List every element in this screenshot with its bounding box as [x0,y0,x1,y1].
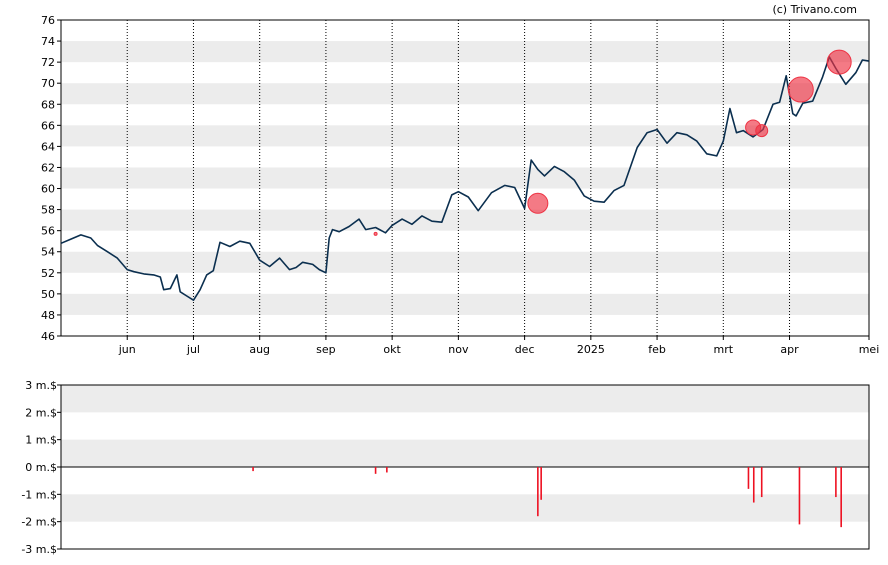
volume-bar [752,467,755,503]
price-grid-band [61,83,869,105]
volume-y-tick-label: 1 m.$ [25,434,57,447]
price-y-tick-label: 70 [41,77,55,90]
credit-label: (c) Trivano.com [772,3,857,16]
price-grid-band [61,41,869,63]
price-grid-band [61,167,869,189]
volume-y-tick-label: 3 m.$ [25,379,57,392]
price-x-tick-label: jul [186,343,200,356]
transaction-marker [826,49,852,75]
price-y-tick-label: 50 [41,288,55,301]
price-x-tick-label: sep [316,343,335,356]
volume-bar [835,467,837,498]
price-y-tick-label: 56 [41,225,55,238]
price-y-tick-label: 48 [41,309,55,322]
transaction-marker [373,231,378,236]
volume-grid-band [61,439,869,467]
volume-bar [798,467,801,525]
price-y-tick-label: 72 [41,56,55,69]
volume-y-tick-label: -3 m.$ [21,543,57,556]
price-x-tick-label: feb [648,343,666,356]
transaction-marker [755,124,769,138]
volume-y-tick-label: -2 m.$ [21,516,57,529]
price-grid-band [61,251,869,273]
transaction-marker [787,76,814,103]
price-x-tick-label: aug [249,343,270,356]
volume-panel: 3 m.$ 2 m.$ 1 m.$ 0 m.$ -1 m.$ -2 m.$ -3 m.$ [21,379,870,556]
price-y-tick-label: 54 [41,246,55,259]
price-y-tick-label: 64 [41,140,55,153]
price-line [60,56,870,301]
price-plot-frame [60,19,870,337]
price-grid-band [61,209,869,231]
volume-bar [386,467,388,473]
transaction-marker [527,192,549,214]
price-x-tick-label: apr [780,343,799,356]
volume-bar [252,467,254,472]
price-y-tick-label: 60 [41,183,55,196]
price-y-tick-label: 46 [41,330,55,343]
volume-grid-band [61,385,869,413]
price-x-tick-label: nov [448,343,469,356]
price-y-tick-label: 58 [41,204,55,217]
volume-bar [840,467,842,528]
volume-y-tick-label: 0 m.$ [25,461,57,474]
price-panel: 46 48 50 52 54 56 58 60 62 64 66 68 70 72 74 76 jun jul au… [41,14,879,356]
volume-grid-band [61,494,869,522]
volume-bar [747,467,750,489]
volume-bar [537,467,539,517]
price-grid-band [61,293,869,315]
price-y-tick-label: 76 [41,14,55,27]
volume-bar [540,467,542,500]
price-y-tick-label: 62 [41,161,55,174]
price-y-tick-label: 66 [41,119,55,132]
price-x-tick-label: 2025 [577,343,605,356]
volume-bar [374,467,377,474]
price-x-tick-label: mei [859,343,880,356]
price-grid-band [61,125,869,147]
volume-y-tick-label: 2 m.$ [25,406,57,419]
price-x-tick-label: dec [515,343,535,356]
price-y-tick-label: 52 [41,267,55,280]
price-x-tick-label: okt [383,343,401,356]
volume-y-tick-label: -1 m.$ [21,488,57,501]
price-x-tick-label: mrt [714,343,734,356]
price-y-tick-label: 68 [41,98,55,111]
price-x-tick-label: jun [118,343,136,356]
volume-bar [760,467,763,498]
price-y-tick-label: 74 [41,35,55,48]
